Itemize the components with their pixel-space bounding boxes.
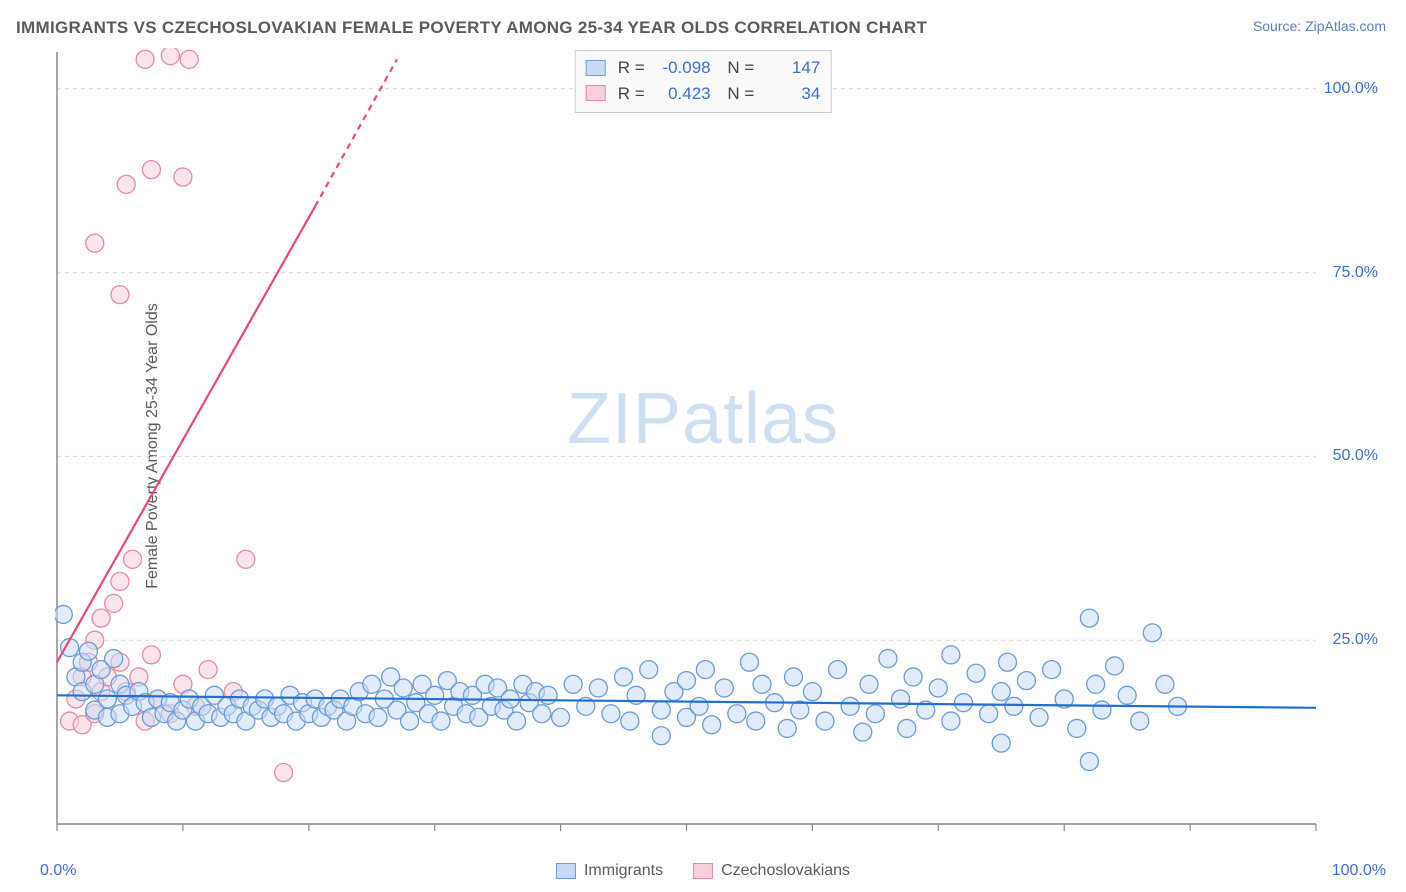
x-axis-min-label: 0.0% (40, 862, 76, 880)
x-axis-max-label: 100.0% (1332, 862, 1386, 880)
scatter-svg (55, 48, 1386, 844)
swatch-immigrants (586, 60, 606, 76)
legend-item-immigrants: Immigrants (556, 862, 663, 880)
stats-legend: R = -0.098 N = 147 R = 0.423 N = 34 (575, 50, 832, 113)
legend-swatch-czech (693, 863, 713, 879)
series-legend: Immigrants Czechoslovakians (556, 862, 850, 880)
y-tick-label: 25.0% (1333, 631, 1378, 649)
swatch-czech (586, 85, 606, 101)
legend-swatch-immigrants (556, 863, 576, 879)
legend-label-immigrants: Immigrants (584, 862, 663, 880)
y-tick-label: 75.0% (1333, 264, 1378, 282)
chart-title: IMMIGRANTS VS CZECHOSLOVAKIAN FEMALE POV… (16, 18, 927, 38)
y-tick-label: 50.0% (1333, 447, 1378, 465)
stats-row-immigrants: R = -0.098 N = 147 (586, 55, 821, 81)
r-value-czech: 0.423 (653, 81, 711, 107)
source-label: Source: ZipAtlas.com (1253, 18, 1386, 34)
n-value-immigrants: 147 (762, 55, 820, 81)
y-tick-label: 100.0% (1324, 80, 1378, 98)
plot-area (55, 48, 1386, 844)
stats-row-czech: R = 0.423 N = 34 (586, 81, 821, 107)
n-value-czech: 34 (762, 81, 820, 107)
legend-item-czech: Czechoslovakians (693, 862, 850, 880)
legend-label-czech: Czechoslovakians (721, 862, 850, 880)
r-value-immigrants: -0.098 (653, 55, 711, 81)
